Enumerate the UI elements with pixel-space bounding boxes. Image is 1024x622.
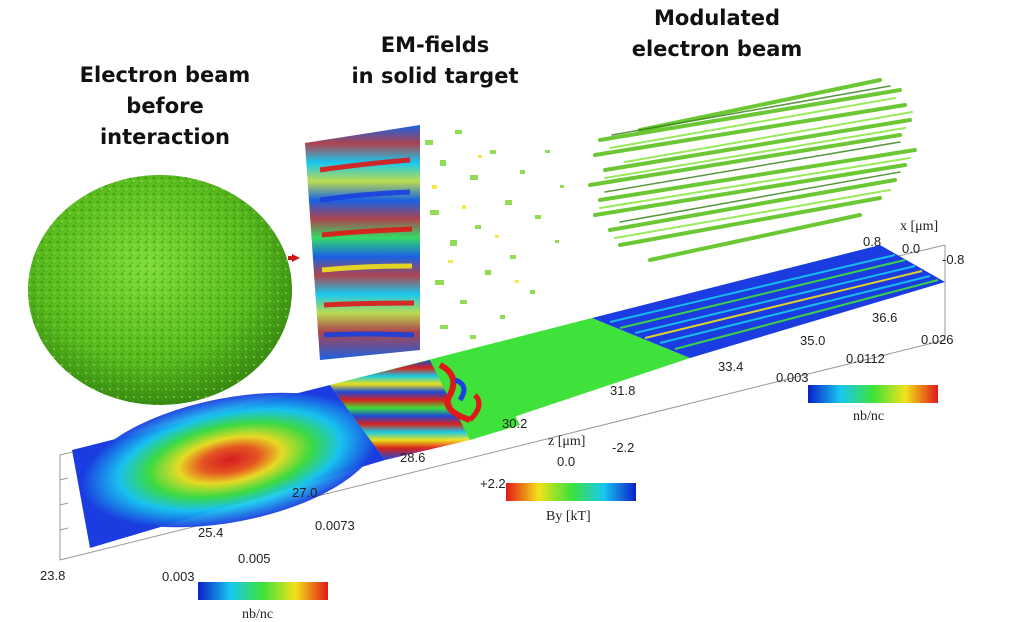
title-initial-beam: Electron beam before interaction <box>60 60 270 153</box>
colorbar-tick: 0.005 <box>238 551 271 566</box>
colorbar-density-modulated: 0.003 0.0112 0.026 nb/nc <box>776 332 954 424</box>
title-modulated-beam: Modulated electron beam <box>612 3 822 65</box>
colorbar-tick: 0.0 <box>557 454 575 469</box>
electron-beam-initial <box>28 175 292 405</box>
title-line: electron beam <box>631 37 803 61</box>
x-axis-label: x [μm] <box>900 219 938 234</box>
colorbar-label: nb/nc <box>853 409 884 424</box>
x-tick: 0.0 <box>902 241 920 256</box>
title-line: Modulated <box>654 6 780 30</box>
colorbar-label: nb/nc <box>242 607 273 622</box>
colorbar-tick: 0.0112 <box>846 351 885 366</box>
colorbar-density-initial: 0.003 0.005 0.0073 nb/nc <box>162 518 355 622</box>
z-tick: 25.4 <box>198 525 223 540</box>
colorbar-tick: 0.0073 <box>315 518 355 533</box>
title-em-fields: EM-fields in solid target <box>330 30 540 92</box>
density-slice-modulated <box>592 245 945 358</box>
colorbar-label: By [kT] <box>546 509 591 524</box>
density-slice-initial <box>72 385 385 548</box>
x-tick: 0.8 <box>863 234 881 249</box>
colorbar-field: z [μm] +2.2 0.0 -2.2 By [kT] <box>480 434 636 524</box>
arrow-icon <box>288 254 300 262</box>
z-tick: 28.6 <box>400 450 425 465</box>
title-line: Electron beam <box>79 63 251 87</box>
z-tick: 30.2 <box>502 416 527 431</box>
title-line: before <box>126 94 204 118</box>
colorbar-tick: -2.2 <box>612 440 634 455</box>
z-tick: 35.0 <box>800 333 825 348</box>
field-slice <box>330 318 690 460</box>
z-axis-label: z [μm] <box>548 434 585 449</box>
electron-beam-modulated <box>588 78 917 262</box>
title-line: interaction <box>99 125 231 149</box>
colorbar-tick: 0.003 <box>776 370 809 385</box>
x-axis-ticks: x [μm] 0.8 0.0 -0.8 <box>863 219 964 267</box>
z-tick: 23.8 <box>40 568 65 583</box>
colorbar-tick: 0.003 <box>162 569 195 584</box>
z-tick: 33.4 <box>718 359 743 374</box>
z-tick: 36.6 <box>872 310 897 325</box>
colorbar-tick: +2.2 <box>480 476 506 491</box>
x-tick: -0.8 <box>942 252 964 267</box>
z-axis-ticks: 23.8 25.4 27.0 28.6 30.2 31.8 33.4 35.0 … <box>40 310 897 583</box>
target-block <box>305 125 564 360</box>
z-tick: 31.8 <box>610 383 635 398</box>
title-line: EM-fields <box>380 33 490 57</box>
z-tick: 27.0 <box>292 485 317 500</box>
title-line: in solid target <box>351 64 519 88</box>
colorbar-tick: 0.026 <box>921 332 954 347</box>
